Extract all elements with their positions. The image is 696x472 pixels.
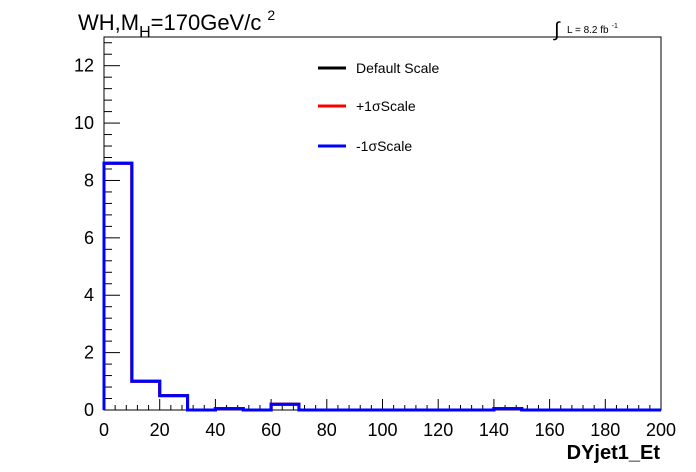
x-tick-label: 140 [479,420,509,440]
x-tick-label: 120 [423,420,453,440]
series-line-1 [102,161,661,412]
lumi-integral: ∫ [553,19,561,41]
x-tick-label: 0 [99,420,109,440]
x-axis-title: DYjet1_Et [567,442,661,464]
y-tick-label: 12 [74,56,94,76]
plot-frame [103,36,662,411]
x-tick-label: 20 [150,420,170,440]
series-layer [102,161,661,412]
y-tick-label: 2 [84,343,94,363]
x-tick-label: 100 [367,420,397,440]
x-tick-label: 40 [205,420,225,440]
y-tick-label: 10 [74,113,94,133]
series-line-3 [102,161,661,412]
legend-label: Default Scale [356,60,439,76]
x-tick-label: 160 [535,420,565,440]
legend: Default Scale +1σScale -1σScale [318,60,439,154]
x-tick-label: 180 [590,420,620,440]
x-tick-label: 60 [261,420,281,440]
x-tick-label: 200 [646,420,676,440]
legend-label: +1σScale [356,98,416,114]
series-line-2 [102,161,661,412]
y-tick-label: 0 [84,400,94,420]
y-tick-label: 8 [84,170,94,190]
x-tick-label: 80 [317,420,337,440]
chart-title: WH,MH=170GeV/c 2 [78,7,275,41]
y-tick-label: 4 [84,285,94,305]
legend-label: -1σScale [356,138,412,154]
lumi-label: L = 8.2 fb -1 [567,23,618,36]
axis-ticks: 0 20 40 60 80 100 120 140 160 180 200 0 2 4 6 8 10 12 [74,42,676,440]
y-tick-label: 6 [84,228,94,248]
